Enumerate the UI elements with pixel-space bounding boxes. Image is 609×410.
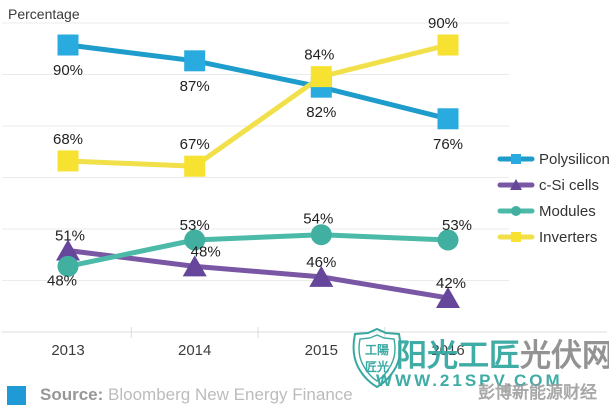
x-axis-label: 2013	[51, 342, 84, 359]
data-point-c-si-cells	[182, 255, 207, 277]
data-point-modules	[57, 255, 79, 277]
series-line-inverters	[65, 42, 451, 169]
data-label: 51%	[55, 228, 85, 245]
data-label: 42%	[436, 275, 466, 292]
data-label: 48%	[191, 243, 221, 260]
legend-item-polysilicon: Polysilicon	[496, 146, 609, 172]
data-label: 46%	[306, 254, 336, 271]
data-point-inverters	[184, 155, 206, 177]
data-point-polysilicon	[437, 108, 459, 130]
data-label: 90%	[428, 15, 458, 32]
series-line-c-si-cells	[65, 248, 451, 301]
x-axis-label: 2016	[431, 342, 464, 359]
data-label: 87%	[180, 78, 210, 95]
source-text: Source: Bloomberg New Energy Finance	[40, 385, 353, 405]
data-label: 54%	[303, 211, 333, 228]
source-label: Source:	[40, 385, 104, 404]
legend-swatch	[497, 232, 535, 242]
legend-item-c-si-cells: c-Si cells	[496, 172, 609, 198]
legend-label: Modules	[539, 202, 596, 220]
data-label: 48%	[47, 272, 77, 289]
legend-swatch	[497, 179, 535, 190]
legend: Polysilicon c-Si cells Modules Inverters	[496, 146, 609, 250]
data-point-inverters	[57, 150, 79, 172]
x-axis-label: 2015	[305, 342, 338, 359]
legend-item-modules: Modules	[496, 198, 609, 224]
series-line-modules	[65, 232, 451, 269]
data-point-c-si-cells	[309, 265, 334, 287]
x-axis-label: 2014	[178, 342, 211, 359]
legend-swatch	[497, 154, 535, 164]
legend-swatch	[497, 206, 535, 216]
data-label: 84%	[304, 47, 334, 64]
data-point-modules	[184, 229, 206, 251]
legend-label: Polysilicon	[539, 150, 609, 168]
data-label: 53%	[180, 217, 210, 234]
data-point-polysilicon	[57, 34, 79, 56]
data-point-polysilicon	[184, 50, 206, 72]
data-label: 53%	[442, 217, 472, 234]
legend-item-inverters: Inverters	[496, 224, 609, 250]
y-axis-title: Percentage	[8, 6, 80, 22]
source-color-swatch	[7, 385, 26, 405]
data-label: 68%	[53, 131, 83, 148]
source-value: Bloomberg New Energy Finance	[103, 385, 353, 404]
data-point-modules	[437, 229, 459, 251]
data-label: 90%	[53, 62, 83, 79]
data-point-inverters	[437, 34, 459, 56]
data-point-c-si-cells	[56, 239, 80, 261]
source-row: Source: Bloomberg New Energy Finance	[7, 385, 353, 405]
series-line-polysilicon	[65, 42, 451, 122]
data-point-modules	[310, 224, 332, 246]
data-point-inverters	[310, 66, 332, 88]
legend-label: Inverters	[539, 228, 598, 246]
legend-label: c-Si cells	[539, 176, 600, 194]
data-label: 67%	[180, 136, 210, 153]
data-label: 82%	[306, 104, 336, 121]
data-label: 76%	[433, 136, 463, 153]
data-point-c-si-cells	[436, 286, 460, 308]
